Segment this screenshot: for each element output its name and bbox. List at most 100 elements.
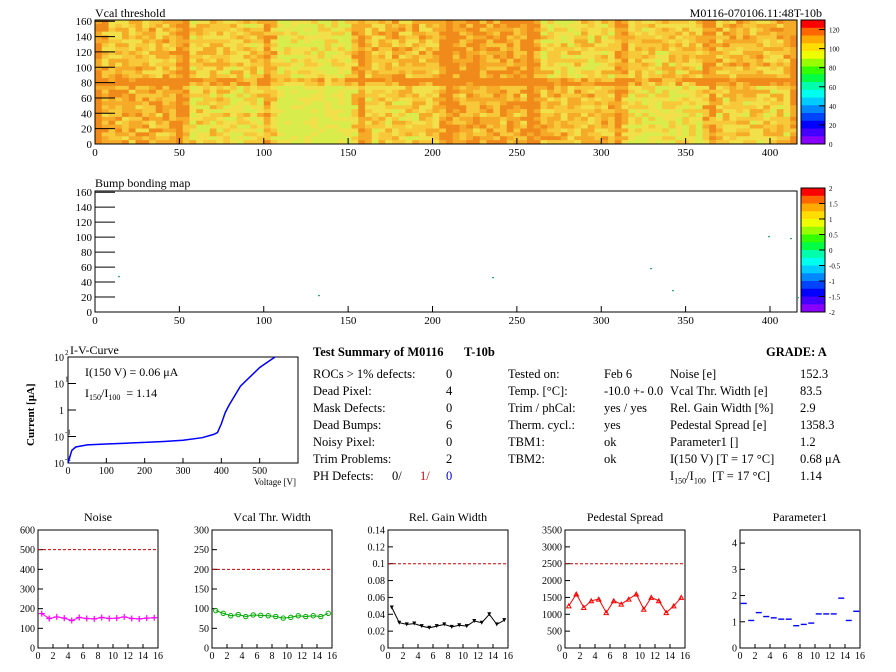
bump-map-x-tick: 250 <box>509 315 526 327</box>
data-point <box>318 613 324 620</box>
dead-bump-marker <box>672 290 674 292</box>
vcal-map-x-tick: 100 <box>256 147 273 159</box>
data-point <box>472 619 477 624</box>
summary-right-value: 0.68 μA <box>800 452 841 466</box>
dead-bump-marker <box>318 295 320 297</box>
iv-annotation-ratio: I150/I100 = 1.14 <box>85 386 157 402</box>
plot-x-tick: 2 <box>401 651 406 662</box>
iv-title: I-V-Curve <box>70 343 119 357</box>
vcal-map-x-tick: 200 <box>424 147 441 159</box>
plot-x-tick: 2 <box>578 651 583 662</box>
bump-map-y-tick: 20 <box>81 292 93 304</box>
data-point <box>565 602 572 609</box>
plot-y-tick: 50 <box>199 624 209 635</box>
bump-color-scale-band <box>801 219 825 228</box>
plot-y-tick: 0 <box>557 644 562 655</box>
bump-map-y-tick: 160 <box>76 187 93 199</box>
bump-color-scale-band <box>801 288 825 297</box>
plot-x-tick: 6 <box>81 651 86 662</box>
iv-annotation-current: I(150 V) = 0.06 μA <box>85 365 179 379</box>
plot-x-tick: 12 <box>123 651 133 662</box>
plot-y-tick: 300 <box>194 526 209 537</box>
vcal-map-y-tick: 140 <box>76 32 93 44</box>
vcal-color-scale-band <box>801 58 825 67</box>
plot-x-tick: 6 <box>783 651 788 662</box>
data-point <box>610 597 617 604</box>
summary-mid-value: ok <box>604 452 617 466</box>
ratio-row-temp: [T = 17 °C] <box>712 469 771 483</box>
ph-defects-value-3: 0 <box>446 469 453 483</box>
bump-map-y-tick: 60 <box>81 262 93 274</box>
plot-title: Parameter1 <box>773 510 828 524</box>
summary-mid-value: ok <box>604 435 617 449</box>
data-point <box>670 602 677 609</box>
bump-map-x-tick: 50 <box>174 315 186 327</box>
plot-y-tick: 100 <box>20 624 35 635</box>
summary-left-value: 4 <box>446 384 453 398</box>
bump-color-scale-band <box>801 304 825 313</box>
vcal-z-tick: 20 <box>829 122 837 130</box>
data-point <box>128 615 135 622</box>
data-point <box>243 613 249 620</box>
vcal-map-y-tick: 100 <box>76 62 93 74</box>
plot-x-tick: 8 <box>798 651 803 662</box>
vcal-map-y-tick: 160 <box>76 16 93 28</box>
data-point <box>434 624 439 629</box>
iv-y-exp: 1 <box>65 376 69 384</box>
vcal-color-scale-band <box>801 74 825 83</box>
summary-left-label: Dead Bumps: <box>313 418 382 432</box>
iv-x-tick: 0 <box>66 466 71 477</box>
ratio-row-label: I150/I100 [T = 17 °C] <box>670 469 771 486</box>
bump-color-scale-band <box>801 195 825 204</box>
ph-defects-value-2: 1/ <box>420 469 430 483</box>
plot-y-tick: 0.04 <box>368 610 386 621</box>
data-point <box>419 624 424 629</box>
summary-right-value: 152.3 <box>800 367 829 381</box>
ratio-row-mid: /I <box>686 469 694 483</box>
grade-label: GRADE: A <box>766 345 827 359</box>
summary-plot-gain: Rel. Gain Width 0 0.02 0.04 0.06 0.08 0.1 0.12 0… <box>368 510 514 662</box>
summary-left-label: Dead Pixel: <box>313 384 372 398</box>
bump-map-x-tick: 150 <box>340 315 357 327</box>
series-line <box>41 613 155 622</box>
plot-y-tick: 0.14 <box>368 526 386 537</box>
data-point <box>250 612 256 618</box>
bump-color-scale-band <box>801 203 825 212</box>
iv-xlabel: Voltage [V] <box>254 477 296 487</box>
plot-title: Noise <box>84 510 112 524</box>
data-point <box>91 615 98 622</box>
summary-right-value: 1.2 <box>800 435 816 449</box>
data-point <box>136 615 143 622</box>
vcal-map-x-tick: 350 <box>677 147 694 159</box>
summary-mid-label: TBM1: <box>508 435 545 449</box>
data-point <box>603 609 610 616</box>
iv-y-tick: 1 <box>59 406 64 417</box>
data-point <box>640 606 647 612</box>
data-point <box>213 607 219 614</box>
plot-title: Rel. Gain Width <box>409 510 487 524</box>
data-point <box>625 596 632 602</box>
iv-x-tick: 200 <box>137 466 152 477</box>
plot-x-tick: 6 <box>255 651 260 662</box>
plot-y-tick: 0 <box>732 644 737 655</box>
bump-map-y-tick: 140 <box>76 202 93 214</box>
iv-y-tick: 10 <box>54 380 64 391</box>
data-point <box>389 605 394 610</box>
summary-left-label: ROCs > 1% defects: <box>313 367 416 381</box>
data-point <box>404 622 409 627</box>
plot-x-tick: 0 <box>36 651 41 662</box>
plot-x-tick: 0 <box>210 651 215 662</box>
plot-y-tick: 0.02 <box>368 627 386 638</box>
plot-y-tick: 3000 <box>542 542 562 553</box>
bump-z-tick: -2 <box>829 309 835 317</box>
data-point <box>288 614 294 621</box>
data-point <box>464 624 469 629</box>
data-point <box>83 615 90 622</box>
summary-right-value: 83.5 <box>800 384 822 398</box>
vcal-map-y-tick: 120 <box>76 47 93 59</box>
data-point <box>280 615 286 621</box>
vcal-color-scale-band <box>801 120 825 129</box>
plot-y-tick: 2500 <box>542 559 562 570</box>
data-point <box>235 611 241 618</box>
